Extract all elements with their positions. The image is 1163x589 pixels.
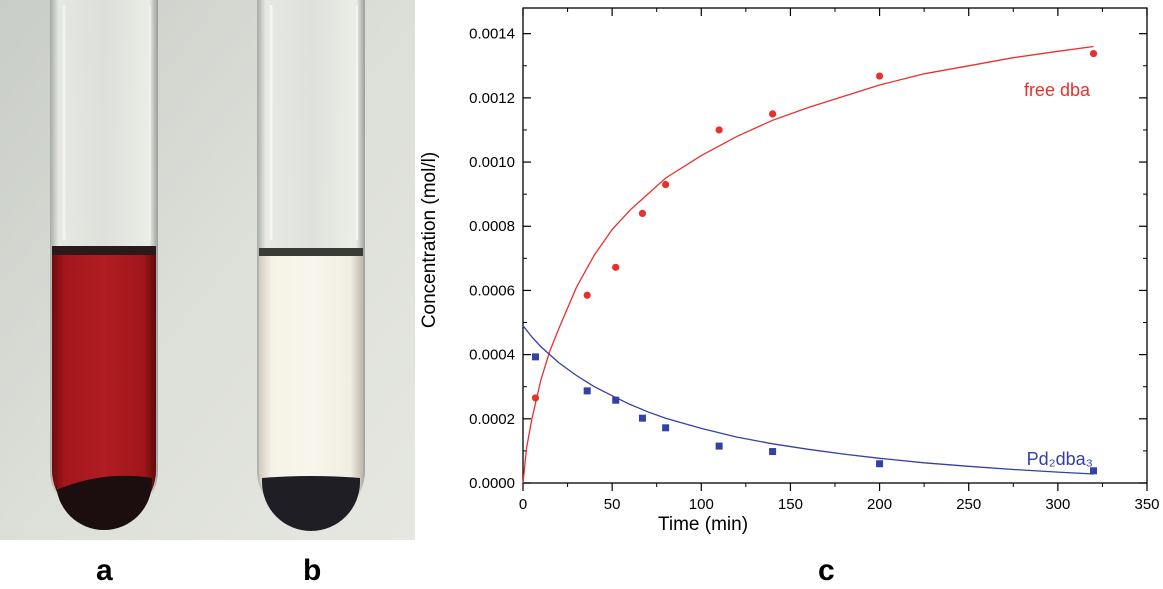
y-tick-label: 0.0014	[469, 26, 515, 43]
panel-label-a: a	[96, 554, 113, 587]
x-tick-label: 100	[689, 496, 714, 513]
pd2dba3-label: Pd₂dba₃	[1027, 449, 1093, 469]
x-tick-label: 150	[778, 496, 803, 513]
x-tick-label: 300	[1045, 496, 1070, 513]
free-dba-point	[875, 72, 884, 80]
y-tick-label: 0.0000	[469, 475, 515, 492]
test-tube-photo	[0, 0, 415, 540]
test-tube-a	[50, 0, 158, 530]
x-tick-label: 250	[956, 496, 981, 513]
free-dba-point	[638, 209, 647, 218]
x-axis: 0 50 100 150 200 250 300 350	[519, 8, 1160, 513]
pd2dba3-point	[769, 448, 777, 456]
y-tick-label: 0.0012	[469, 90, 515, 107]
free-dba-point	[715, 126, 723, 134]
pd2dba3-point	[612, 396, 620, 404]
y-tick-label: 0.0002	[469, 411, 515, 428]
panel-label-b: b	[303, 554, 322, 587]
x-tick-label: 50	[604, 496, 621, 513]
y-tick-label: 0.0004	[469, 347, 515, 364]
pd2dba3-point	[715, 442, 723, 450]
fit-curves	[522, 45, 1094, 484]
free-dba-point	[583, 291, 591, 299]
y-tick-label: 0.0006	[469, 282, 515, 299]
y-tick-label: 0.0010	[469, 154, 515, 171]
y-tick-label: 0.0008	[469, 218, 515, 235]
free-dba-point	[769, 110, 777, 118]
pd2dba3-point	[638, 414, 646, 422]
y-axis-label: Concentration (mol/l)	[419, 152, 440, 328]
series-labels: free dba Pd₂dba₃	[1024, 80, 1093, 469]
free-dba-label: free dba	[1024, 80, 1091, 100]
pd2dba3-point	[876, 460, 884, 468]
x-tick-label: 0	[519, 496, 527, 513]
pd2dba3-point	[531, 353, 539, 361]
pd2dba3-point	[1090, 467, 1098, 475]
concentration-chart: 0.0000 0.0002 0.0004 0.0006 0.0008 0.0010 0.00…	[419, 7, 1160, 535]
x-tick-label: 350	[1134, 496, 1159, 513]
test-tube-b	[257, 0, 365, 531]
free-dba-fit-curve	[522, 45, 1094, 484]
data-points	[531, 49, 1098, 475]
free-dba-point	[662, 180, 670, 189]
pd2dba3-fit-curve	[522, 325, 1094, 475]
pd2dba3-point	[662, 424, 670, 432]
x-tick-label: 200	[867, 496, 892, 513]
y-axis: 0.0000 0.0002 0.0004 0.0006 0.0008 0.0010 0.00…	[469, 26, 1147, 492]
free-dba-point	[1089, 49, 1098, 58]
x-axis-label: Time (min)	[658, 514, 748, 535]
panel-label-c: c	[818, 554, 835, 587]
free-dba-point	[612, 263, 620, 271]
free-dba-point	[531, 394, 540, 402]
pd2dba3-point	[583, 387, 591, 395]
